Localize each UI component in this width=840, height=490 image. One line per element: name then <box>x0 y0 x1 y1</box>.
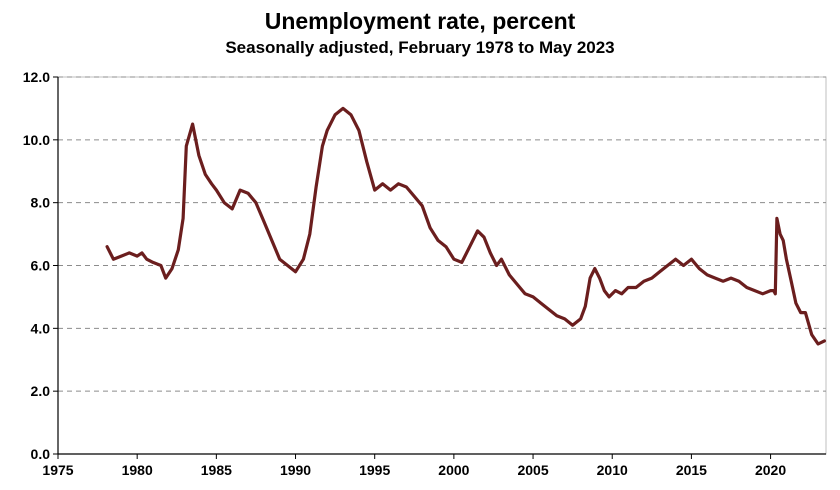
chart-subtitle: Seasonally adjusted, February 1978 to Ma… <box>225 38 615 57</box>
y-tick-label: 6.0 <box>31 258 51 274</box>
x-tick-label: 1975 <box>42 462 73 478</box>
y-tick-label: 12.0 <box>23 69 50 85</box>
x-tick-label: 1990 <box>280 462 311 478</box>
y-tick-label: 2.0 <box>31 383 51 399</box>
chart-title: Unemployment rate, percent <box>264 8 576 34</box>
x-tick-label: 2010 <box>597 462 628 478</box>
x-tick-label: 2000 <box>438 462 469 478</box>
y-tick-label: 8.0 <box>31 195 51 211</box>
x-tick-label: 1985 <box>201 462 232 478</box>
x-tick-label: 1995 <box>359 462 390 478</box>
x-tick-label: 2020 <box>755 462 786 478</box>
y-tick-label: 0.0 <box>31 446 51 462</box>
x-tick-label: 2005 <box>517 462 548 478</box>
y-tick-label: 10.0 <box>23 132 50 148</box>
series-line <box>105 106 827 346</box>
y-tick-label: 4.0 <box>31 320 51 336</box>
x-tick-label: 2015 <box>676 462 707 478</box>
x-tick-label: 1980 <box>122 462 153 478</box>
